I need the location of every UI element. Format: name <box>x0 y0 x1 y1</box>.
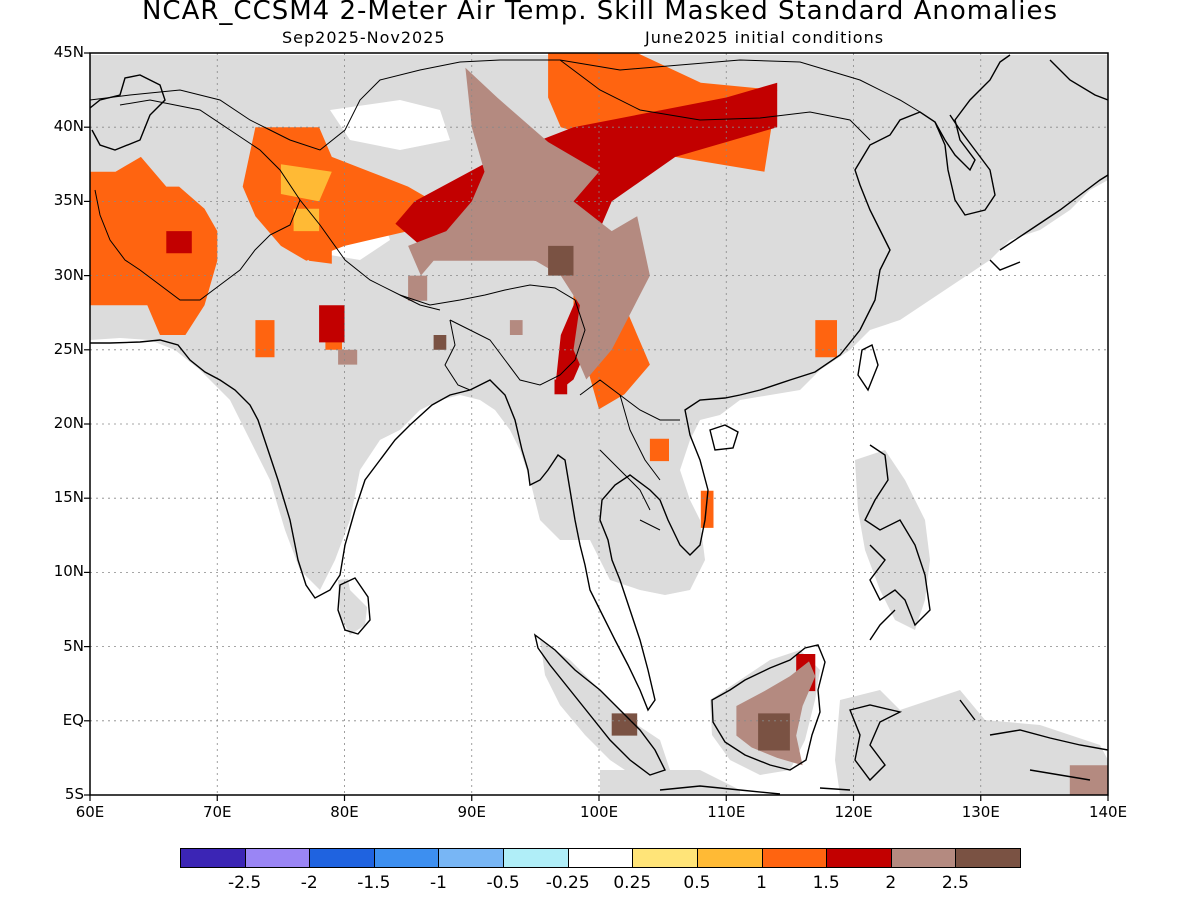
coastline-china <box>739 54 1011 396</box>
border-mongolia-china <box>559 59 871 141</box>
lon-label: 80E <box>330 803 359 821</box>
legend-label: 2.5 <box>941 873 969 893</box>
anomaly-region-23 <box>548 245 574 276</box>
lat-label: 30N <box>53 265 84 284</box>
coastline-japan <box>989 59 1108 271</box>
legend-swatch <box>955 848 1021 868</box>
coastline-caspian <box>90 74 166 151</box>
lon-label: 100E <box>579 803 619 821</box>
lat-label: 35N <box>53 191 84 210</box>
border-nepal-bangladesh <box>399 294 471 391</box>
anomaly-region-6 <box>649 438 669 462</box>
lat-label: 45N <box>53 43 84 61</box>
anomaly-region-17 <box>408 67 650 380</box>
anomaly-region-18 <box>408 275 428 301</box>
lat-label: 15N <box>53 488 84 507</box>
lon-label: 110E <box>707 803 746 821</box>
lat-label: 25N <box>53 339 84 358</box>
mask-philippines <box>855 450 930 630</box>
legend-label: -0.5 <box>486 873 520 893</box>
legend-swatch <box>890 848 957 868</box>
coastlines-and-borders <box>90 54 1108 795</box>
legend-label: 1.5 <box>812 873 840 893</box>
coastline-moluccas <box>959 699 1108 781</box>
coastline-hainan <box>709 424 739 451</box>
lon-label: 120E <box>834 803 873 821</box>
mask-sulawesi-moluccas <box>835 690 1108 795</box>
border-india-china <box>299 199 586 386</box>
lon-label: 140E <box>1088 803 1128 821</box>
axis-ticks <box>84 52 1109 801</box>
legend-swatch <box>696 848 763 868</box>
legend-swatch <box>180 848 246 868</box>
coastline-myanmar-malaysia <box>469 379 741 712</box>
coastline-sulawesi <box>849 704 903 782</box>
anomaly-region-24 <box>611 713 638 736</box>
lat-label: 20N <box>53 414 84 432</box>
legend-swatch <box>309 848 375 868</box>
lon-label: 90E <box>457 803 487 821</box>
lat-label: 5S <box>64 785 84 803</box>
anomaly-region-7 <box>700 490 714 528</box>
anomaly-region-8 <box>255 320 275 358</box>
initial-conditions-subtitle: June2025 initial conditions <box>645 28 885 47</box>
legend-swatch <box>761 848 828 868</box>
coastline-sri-lanka <box>337 577 371 635</box>
coastline-korea <box>934 114 996 216</box>
legend-label: 2 <box>885 873 897 893</box>
lat-label: 40N <box>53 117 84 136</box>
coastline-java <box>659 785 851 795</box>
anomaly-region-26 <box>433 335 447 350</box>
lon-label: 60E <box>75 803 105 821</box>
coastline-sumatra <box>533 633 666 776</box>
forecast-period-subtitle: Sep2025-Nov2025 <box>282 28 446 47</box>
mask-java <box>600 770 740 795</box>
coastline-borneo <box>711 644 826 771</box>
legend-label: -0.25 <box>545 873 590 893</box>
anomaly-region-11 <box>293 208 320 232</box>
legend-label: -2.5 <box>228 873 262 893</box>
lon-label: 130E <box>961 803 1000 821</box>
legend-swatch <box>373 848 440 868</box>
anomaly-region-21 <box>736 661 816 766</box>
legend-label: -2 <box>300 873 318 893</box>
legend-label: 0.25 <box>613 873 652 893</box>
legend-swatch <box>826 848 892 868</box>
gap-bay-of-bengal <box>345 405 520 630</box>
mask-sumatra <box>540 640 670 780</box>
anomaly-region-20 <box>509 320 523 335</box>
color-legend <box>180 848 1021 868</box>
legend-swatch <box>503 848 569 868</box>
anomaly-region-2 <box>306 245 332 264</box>
coastline-philippines <box>864 444 931 641</box>
lat-label: EQ <box>62 710 84 729</box>
lat-label: 10N <box>53 562 84 581</box>
anomaly-region-14 <box>166 231 192 254</box>
legend-swatch <box>567 848 634 868</box>
legend-swatch <box>632 848 698 868</box>
anomaly-region-19 <box>338 349 358 365</box>
lon-label: 70E <box>202 803 232 821</box>
legend-label: 1 <box>756 873 767 893</box>
border-central-asia <box>90 59 921 151</box>
anomaly-region-5 <box>815 320 837 358</box>
legend-label: 0.5 <box>683 873 711 893</box>
coastline-taiwan <box>857 344 879 392</box>
coastline-iran-pakistan <box>90 339 471 599</box>
gap-tarim <box>330 100 450 150</box>
anomaly-region-25 <box>758 713 790 751</box>
legend-label: -1 <box>429 873 447 893</box>
legend-swatch <box>244 848 311 868</box>
legend-swatch <box>438 848 505 868</box>
border-afghanistan-pakistan <box>94 99 301 301</box>
anomaly-region-13 <box>319 305 345 343</box>
anomaly-region-10 <box>280 164 332 202</box>
lat-label: 5N <box>63 636 84 655</box>
map-title: NCAR_CCSM4 2-Meter Air Temp. Skill Maske… <box>141 0 1059 26</box>
anomaly-region-16 <box>554 379 568 395</box>
border-indochina <box>579 379 680 531</box>
legend-label: -1.5 <box>357 873 391 893</box>
anomaly-region-1 <box>242 127 434 261</box>
